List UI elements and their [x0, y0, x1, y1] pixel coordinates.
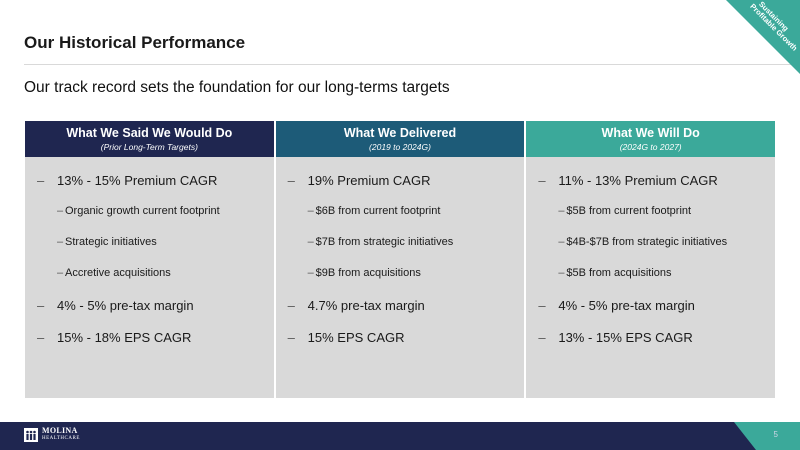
- list-item-text: 4% - 5% pre-tax margin: [57, 298, 194, 313]
- list-item: –15% EPS CAGR: [288, 330, 525, 345]
- logo-text: MOLINA: [42, 426, 78, 435]
- list-item: –4% - 5% pre-tax margin: [538, 298, 775, 313]
- title-divider: [24, 64, 800, 65]
- column-body: –13% - 15% Premium CAGR – Organic growth …: [25, 157, 274, 362]
- column-heading: What We Will Do: [601, 126, 700, 140]
- list-item: –4.7% pre-tax margin: [288, 298, 525, 313]
- dash-bullet: –: [57, 267, 64, 279]
- list-item: –15% - 18% EPS CAGR: [37, 330, 274, 345]
- list-item-text: 19% Premium CAGR: [307, 173, 431, 188]
- dash-bullet: –: [57, 205, 64, 217]
- list-item: –13% - 15% Premium CAGR: [37, 173, 274, 188]
- list-item: –11% - 13% Premium CAGR: [538, 173, 775, 188]
- company-logo: MOLINA HEALTHCARE: [24, 427, 80, 443]
- sub-list-item-text: Strategic initiatives: [65, 236, 157, 248]
- dash-bullet: –: [307, 267, 314, 279]
- dash-bullet: –: [558, 267, 565, 279]
- dash-bullet: –: [37, 298, 45, 313]
- page-title: Our Historical Performance: [24, 33, 246, 52]
- column-subheading: (2019 to 2024G): [369, 142, 431, 152]
- list-item: –13% - 15% EPS CAGR: [538, 330, 775, 345]
- sub-list-item-text: $5B from current footprint: [566, 205, 692, 217]
- dash-bullet: –: [287, 173, 295, 188]
- sub-list-item-text: Accretive acquisitions: [65, 267, 171, 279]
- sub-list-item-text: $9B from acquisitions: [315, 267, 421, 279]
- dash-bullet: –: [558, 236, 565, 248]
- dash-bullet: –: [307, 205, 314, 217]
- dash-bullet: –: [287, 298, 295, 313]
- column-heading: What We Delivered: [343, 126, 457, 140]
- list-item: –19% Premium CAGR: [288, 173, 525, 188]
- column-header: What We Said We Would Do (Prior Long-Ter…: [25, 121, 274, 157]
- sub-list-item: – $6B from current footprint: [288, 205, 525, 218]
- sub-list-item-text: $5B from acquisitions: [566, 267, 672, 279]
- list-item-text: 13% - 15% EPS CAGR: [558, 330, 693, 345]
- dash-bullet: –: [538, 330, 546, 345]
- sub-list-item: – $9B from acquisitions: [288, 267, 525, 280]
- column-delivered: What We Delivered (2019 to 2024G) –19% P…: [275, 121, 525, 398]
- list-item-text: 4.7% pre-tax margin: [307, 298, 425, 313]
- sub-list-item-text: Organic growth current footprint: [65, 205, 220, 217]
- page-subtitle: Our track record sets the foundation for…: [24, 79, 450, 96]
- sub-list-item: – $4B-$7B from strategic initiatives: [538, 236, 775, 249]
- sub-list-item-text: $4B-$7B from strategic initiatives: [566, 236, 728, 248]
- logo-wordmark: MOLINA HEALTHCARE: [42, 427, 80, 443]
- sub-list-item: – Strategic initiatives: [37, 236, 274, 249]
- dash-bullet: –: [37, 330, 45, 345]
- dash-bullet: –: [287, 330, 295, 345]
- sub-list-item: – $5B from acquisitions: [538, 267, 775, 280]
- footer-accent-tab: [734, 422, 800, 450]
- sub-list-item-text: $6B from current footprint: [315, 205, 441, 217]
- sub-list-item: – $7B from strategic initiatives: [288, 236, 525, 249]
- logo-subtext: HEALTHCARE: [42, 436, 80, 441]
- column-said: What We Said We Would Do (Prior Long-Ter…: [25, 121, 274, 398]
- column-header: What We Delivered (2019 to 2024G): [275, 121, 525, 157]
- page-number: 5: [773, 430, 778, 439]
- dash-bullet: –: [558, 205, 565, 217]
- dash-bullet: –: [538, 173, 546, 188]
- molina-people-icon: [24, 428, 38, 442]
- sub-list-item: – $5B from current footprint: [538, 205, 775, 218]
- list-item-text: 4% - 5% pre-tax margin: [558, 298, 695, 313]
- footer-bar: MOLINA HEALTHCARE 5: [0, 422, 800, 450]
- column-will-do: What We Will Do (2024G to 2027) –11% - 1…: [526, 121, 776, 398]
- dash-bullet: –: [37, 173, 45, 188]
- column-header: What We Will Do (2024G to 2027): [526, 121, 776, 157]
- list-item-text: 15% - 18% EPS CAGR: [57, 330, 192, 345]
- column-body: –11% - 13% Premium CAGR – $5B from curren…: [526, 157, 775, 362]
- sub-list-item: – Organic growth current footprint: [37, 205, 274, 218]
- sub-list-item-text: $7B from strategic initiatives: [315, 236, 454, 248]
- corner-badge: Sustaining Profitable Growth: [726, 0, 800, 74]
- column-subheading: (Prior Long-Term Targets): [100, 142, 198, 152]
- column-subheading: (2024G to 2027): [619, 142, 682, 152]
- column-body: –19% Premium CAGR – $6B from current foot…: [276, 157, 525, 362]
- dash-bullet: –: [307, 236, 314, 248]
- columns-container: What We Said We Would Do (Prior Long-Ter…: [25, 121, 776, 398]
- list-item-text: 13% - 15% Premium CAGR: [57, 173, 218, 188]
- list-item-text: 15% EPS CAGR: [307, 330, 405, 345]
- column-heading: What We Said We Would Do: [66, 126, 233, 140]
- sub-list-item: – Accretive acquisitions: [37, 267, 274, 280]
- dash-bullet: –: [538, 298, 546, 313]
- list-item: –4% - 5% pre-tax margin: [37, 298, 274, 313]
- list-item-text: 11% - 13% Premium CAGR: [558, 173, 718, 188]
- dash-bullet: –: [57, 236, 64, 248]
